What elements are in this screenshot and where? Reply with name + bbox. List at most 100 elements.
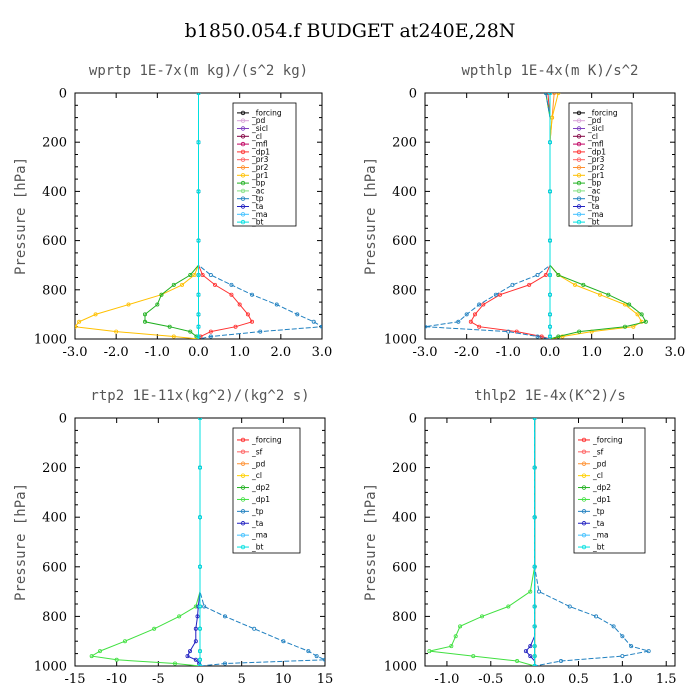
x-tick-label: 2.0 <box>270 345 291 360</box>
series-point <box>314 654 319 659</box>
series-point <box>532 654 537 659</box>
y-tick-label: 600 <box>42 560 67 575</box>
series-point <box>548 189 553 194</box>
series-point <box>468 319 473 324</box>
series-point <box>552 93 557 95</box>
series-point <box>152 626 157 631</box>
legend-marker <box>240 212 246 217</box>
series-point <box>159 292 164 297</box>
series-point <box>594 614 599 619</box>
legend-marker <box>576 188 582 194</box>
series-point <box>93 312 98 317</box>
legend-marker <box>581 473 587 478</box>
series-point <box>548 324 553 329</box>
series-point <box>233 324 238 329</box>
y-tick-label: 1000 <box>34 333 67 348</box>
legend-label: _bt <box>251 543 264 552</box>
series-line <box>144 93 199 339</box>
legend-marker <box>240 219 246 225</box>
series-point <box>532 564 537 569</box>
legend-marker <box>581 449 587 455</box>
series-line <box>525 418 536 666</box>
legend-label: _cl <box>251 471 262 480</box>
series-point <box>449 644 454 649</box>
legend-label: _pr1 <box>587 171 605 180</box>
legend-label: _cl <box>587 132 598 141</box>
legend-label: _bp <box>587 179 602 188</box>
series-point <box>481 302 486 307</box>
series-point <box>180 282 185 287</box>
series-point <box>611 624 616 629</box>
legend-marker <box>576 196 582 201</box>
series-point <box>187 649 192 654</box>
series-point <box>532 664 537 666</box>
panel-title: wpthlp 1E-4x(m K)/s^2 <box>461 63 638 79</box>
legend-label: _dp1 <box>251 147 270 156</box>
series-point <box>535 334 540 339</box>
legend-marker <box>576 204 582 209</box>
series-point <box>606 292 611 297</box>
legend: _forcing_pd_sicl_cl_mfl_dp1_pr3_pr2_pr1_… <box>568 102 633 227</box>
legend-marker <box>240 521 246 526</box>
legend-marker <box>576 180 582 186</box>
series-line <box>198 93 322 339</box>
series-point <box>458 624 463 629</box>
series-point <box>98 649 103 654</box>
series-point <box>548 93 552 95</box>
y-axis-label: Pressure [hPa] <box>363 157 379 275</box>
legend-box <box>573 427 646 554</box>
series-point <box>543 273 548 278</box>
series-point <box>192 273 197 278</box>
series-point <box>188 329 193 334</box>
legend-label: _forcing <box>251 435 282 444</box>
series-point <box>635 312 640 317</box>
series-point <box>89 654 94 659</box>
panel-title: rtp2 1E-11x(kg^2)/(kg^2 s) <box>90 388 309 404</box>
y-tick-label: 400 <box>392 185 417 200</box>
legend-marker <box>240 461 246 466</box>
legend-marker <box>576 173 582 178</box>
y-tick-label: 200 <box>392 136 417 151</box>
series-point <box>193 657 198 662</box>
y-tick-label: 800 <box>42 283 67 298</box>
legend: _forcing_pd_sicl_cl_mfl_dp1_pr3_pr2_pr1_… <box>232 102 297 227</box>
legend-marker <box>576 219 582 225</box>
legend-label: _sicl <box>587 124 604 133</box>
legend-label: _dp1 <box>251 495 270 504</box>
series-point <box>548 334 553 339</box>
legend-marker <box>240 188 246 194</box>
legend-marker <box>581 485 587 490</box>
series-point <box>197 626 202 631</box>
series-point <box>196 324 201 329</box>
series-point <box>515 659 520 664</box>
series-point <box>245 312 250 317</box>
legend-label: _cl <box>251 132 262 141</box>
legend-marker <box>576 141 582 147</box>
y-tick-label: 400 <box>392 511 417 526</box>
legend-label: _dp1 <box>592 495 611 504</box>
legend-marker <box>581 532 587 538</box>
series-point <box>548 238 553 243</box>
series-point <box>197 604 202 609</box>
series-point <box>229 292 234 297</box>
legend-label: _ma <box>587 210 604 219</box>
series-point <box>506 329 511 334</box>
x-tick-label: -1.0 <box>496 345 521 360</box>
legend-marker <box>240 196 246 201</box>
series-point <box>477 324 482 329</box>
legend-label: _forcing <box>251 108 282 117</box>
x-tick-label: -0.5 <box>478 672 503 687</box>
legend-label: _dp2 <box>592 483 611 492</box>
panel-title: wprtp 1E-7x(m kg)/(s^2 kg) <box>89 63 308 79</box>
series-point <box>506 604 511 609</box>
legend-label: _bt <box>587 218 600 227</box>
legend-label: _bt <box>251 218 264 227</box>
legend-label: _ta <box>251 202 263 211</box>
series-point <box>497 292 502 297</box>
series-point <box>196 93 201 95</box>
x-tick-label: 0.0 <box>540 345 561 360</box>
legend-label: _sf <box>251 447 263 456</box>
series-point <box>477 302 482 307</box>
series-point <box>114 329 119 334</box>
x-tick-label: 2.0 <box>623 345 644 360</box>
